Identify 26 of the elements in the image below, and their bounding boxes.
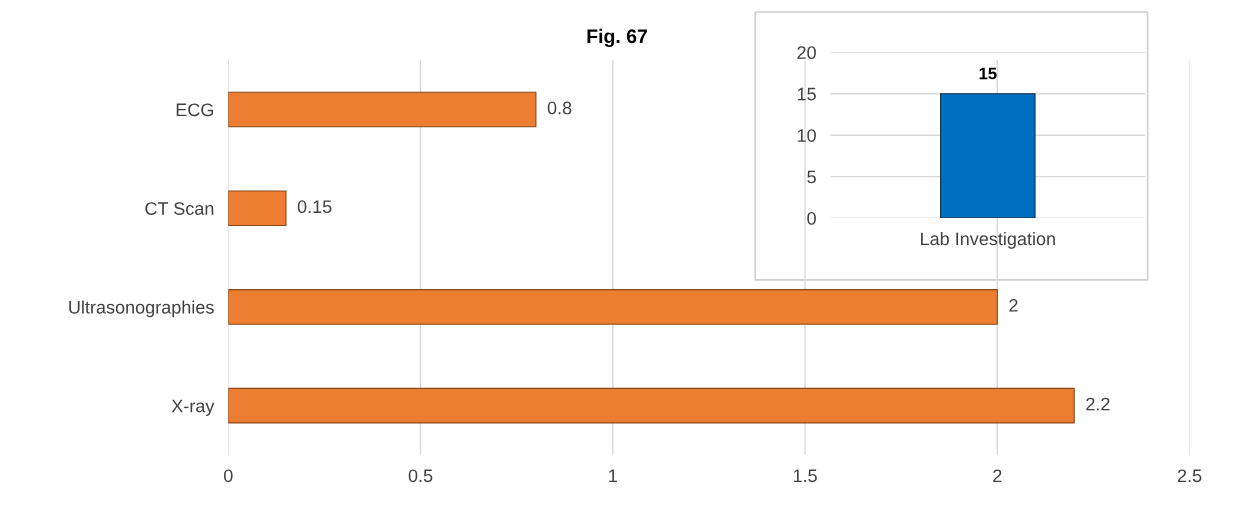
- data-label: 0.8: [547, 101, 572, 115]
- chart-title: Fig. 67: [587, 28, 647, 48]
- x-tick-label: 2.5: [1177, 469, 1202, 483]
- x-tick-label: 1.5: [793, 469, 817, 483]
- y-tick-label: 0: [807, 212, 816, 225]
- x-tick-label: 0: [223, 469, 233, 483]
- y-tick-label: 20: [797, 46, 816, 60]
- x-tick-label: Lab Investigation: [921, 231, 1055, 249]
- y-tick-label: 15: [797, 87, 816, 101]
- bar: [228, 387, 1075, 424]
- x-tick-label: 2: [993, 469, 1002, 482]
- x-tick-label: 1: [609, 469, 617, 482]
- y-tick-label: Ultrasonographies: [69, 300, 214, 318]
- y-tick-label: ECG: [176, 103, 214, 117]
- y-tick-label: 10: [797, 129, 816, 142]
- data-label: 2: [1009, 299, 1018, 312]
- data-label: 2.2: [1086, 397, 1110, 411]
- x-tick-label: 0.5: [408, 469, 433, 483]
- y-tick-label: 5: [807, 170, 816, 184]
- bar: [228, 289, 998, 325]
- bar: [228, 91, 537, 128]
- y-tick-label: X-ray: [171, 399, 215, 416]
- data-label: 15: [979, 67, 997, 80]
- data-label: 0.15: [297, 200, 332, 214]
- y-tick-label: CT Scan: [145, 202, 214, 215]
- bar: [228, 190, 287, 227]
